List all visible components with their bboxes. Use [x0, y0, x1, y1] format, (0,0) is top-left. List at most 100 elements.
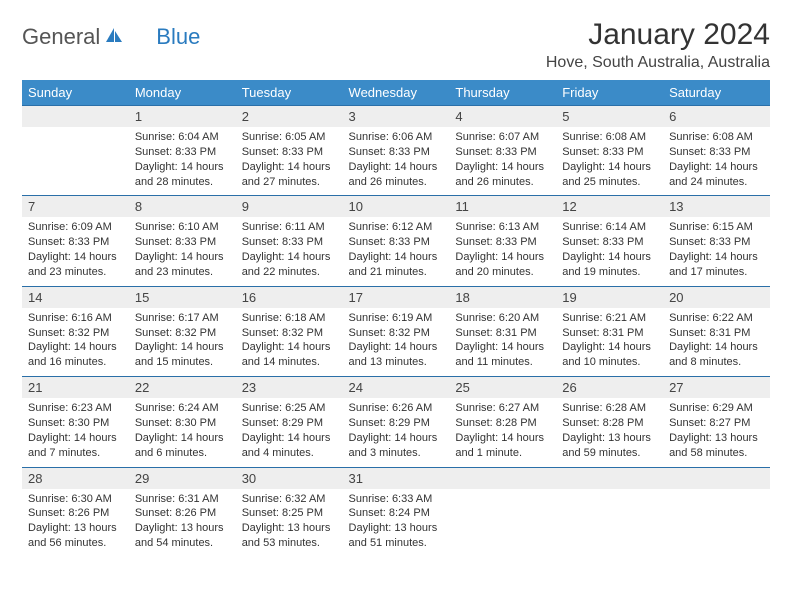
- day-number-cell: 16: [236, 286, 343, 308]
- day-details: Sunrise: 6:23 AMSunset: 8:30 PMDaylight:…: [22, 398, 129, 466]
- day-content-cell: Sunrise: 6:17 AMSunset: 8:32 PMDaylight:…: [129, 308, 236, 377]
- day-details: Sunrise: 6:25 AMSunset: 8:29 PMDaylight:…: [236, 398, 343, 466]
- day-content-cell: [22, 127, 129, 196]
- day-details: Sunrise: 6:26 AMSunset: 8:29 PMDaylight:…: [343, 398, 450, 466]
- day-details: Sunrise: 6:10 AMSunset: 8:33 PMDaylight:…: [129, 217, 236, 285]
- title-block: January 2024 Hove, South Australia, Aust…: [546, 18, 770, 72]
- day-details: Sunrise: 6:17 AMSunset: 8:32 PMDaylight:…: [129, 308, 236, 376]
- day-number-cell: 24: [343, 377, 450, 399]
- day-number-cell: 5: [556, 106, 663, 128]
- day-details: Sunrise: 6:11 AMSunset: 8:33 PMDaylight:…: [236, 217, 343, 285]
- weekday-header: Tuesday: [236, 80, 343, 106]
- daynum-row: 28293031: [22, 467, 770, 489]
- day-content-cell: Sunrise: 6:25 AMSunset: 8:29 PMDaylight:…: [236, 398, 343, 467]
- daynum-row: 78910111213: [22, 196, 770, 218]
- content-row: Sunrise: 6:09 AMSunset: 8:33 PMDaylight:…: [22, 217, 770, 286]
- day-details: Sunrise: 6:20 AMSunset: 8:31 PMDaylight:…: [449, 308, 556, 376]
- day-number-cell: 2: [236, 106, 343, 128]
- day-number-cell: 3: [343, 106, 450, 128]
- day-number-cell: [663, 467, 770, 489]
- day-number-cell: 14: [22, 286, 129, 308]
- day-content-cell: Sunrise: 6:22 AMSunset: 8:31 PMDaylight:…: [663, 308, 770, 377]
- day-content-cell: Sunrise: 6:11 AMSunset: 8:33 PMDaylight:…: [236, 217, 343, 286]
- daynum-row: 14151617181920: [22, 286, 770, 308]
- day-content-cell: Sunrise: 6:07 AMSunset: 8:33 PMDaylight:…: [449, 127, 556, 196]
- day-number-cell: 4: [449, 106, 556, 128]
- day-number-cell: 17: [343, 286, 450, 308]
- day-content-cell: Sunrise: 6:12 AMSunset: 8:33 PMDaylight:…: [343, 217, 450, 286]
- day-content-cell: [449, 489, 556, 557]
- brand-name-2: Blue: [156, 24, 200, 50]
- content-row: Sunrise: 6:04 AMSunset: 8:33 PMDaylight:…: [22, 127, 770, 196]
- day-content-cell: Sunrise: 6:04 AMSunset: 8:33 PMDaylight:…: [129, 127, 236, 196]
- day-details: Sunrise: 6:33 AMSunset: 8:24 PMDaylight:…: [343, 489, 450, 557]
- day-content-cell: Sunrise: 6:23 AMSunset: 8:30 PMDaylight:…: [22, 398, 129, 467]
- day-content-cell: Sunrise: 6:27 AMSunset: 8:28 PMDaylight:…: [449, 398, 556, 467]
- brand-logo: General Blue: [22, 18, 200, 50]
- day-details: Sunrise: 6:05 AMSunset: 8:33 PMDaylight:…: [236, 127, 343, 195]
- content-row: Sunrise: 6:16 AMSunset: 8:32 PMDaylight:…: [22, 308, 770, 377]
- day-number-cell: 25: [449, 377, 556, 399]
- weekday-header: Wednesday: [343, 80, 450, 106]
- content-row: Sunrise: 6:23 AMSunset: 8:30 PMDaylight:…: [22, 398, 770, 467]
- day-number-cell: [22, 106, 129, 128]
- day-number-cell: 15: [129, 286, 236, 308]
- day-content-cell: Sunrise: 6:05 AMSunset: 8:33 PMDaylight:…: [236, 127, 343, 196]
- day-details: Sunrise: 6:04 AMSunset: 8:33 PMDaylight:…: [129, 127, 236, 195]
- calendar-body: 123456Sunrise: 6:04 AMSunset: 8:33 PMDay…: [22, 106, 770, 557]
- day-number-cell: 13: [663, 196, 770, 218]
- content-row: Sunrise: 6:30 AMSunset: 8:26 PMDaylight:…: [22, 489, 770, 557]
- day-details: Sunrise: 6:08 AMSunset: 8:33 PMDaylight:…: [663, 127, 770, 195]
- day-number-cell: 7: [22, 196, 129, 218]
- day-number-cell: 18: [449, 286, 556, 308]
- weekday-header: Thursday: [449, 80, 556, 106]
- day-details: Sunrise: 6:22 AMSunset: 8:31 PMDaylight:…: [663, 308, 770, 376]
- day-details: Sunrise: 6:28 AMSunset: 8:28 PMDaylight:…: [556, 398, 663, 466]
- day-details: Sunrise: 6:31 AMSunset: 8:26 PMDaylight:…: [129, 489, 236, 557]
- day-content-cell: Sunrise: 6:06 AMSunset: 8:33 PMDaylight:…: [343, 127, 450, 196]
- daynum-row: 123456: [22, 106, 770, 128]
- day-number-cell: 12: [556, 196, 663, 218]
- day-content-cell: Sunrise: 6:08 AMSunset: 8:33 PMDaylight:…: [663, 127, 770, 196]
- day-number-cell: 31: [343, 467, 450, 489]
- sail-icon: [104, 26, 124, 49]
- day-content-cell: Sunrise: 6:15 AMSunset: 8:33 PMDaylight:…: [663, 217, 770, 286]
- day-details: Sunrise: 6:14 AMSunset: 8:33 PMDaylight:…: [556, 217, 663, 285]
- day-number-cell: 1: [129, 106, 236, 128]
- day-number-cell: [449, 467, 556, 489]
- day-details: Sunrise: 6:12 AMSunset: 8:33 PMDaylight:…: [343, 217, 450, 285]
- day-content-cell: Sunrise: 6:32 AMSunset: 8:25 PMDaylight:…: [236, 489, 343, 557]
- day-details: Sunrise: 6:09 AMSunset: 8:33 PMDaylight:…: [22, 217, 129, 285]
- day-content-cell: Sunrise: 6:28 AMSunset: 8:28 PMDaylight:…: [556, 398, 663, 467]
- day-details: Sunrise: 6:30 AMSunset: 8:26 PMDaylight:…: [22, 489, 129, 557]
- day-details: Sunrise: 6:08 AMSunset: 8:33 PMDaylight:…: [556, 127, 663, 195]
- day-details: Sunrise: 6:16 AMSunset: 8:32 PMDaylight:…: [22, 308, 129, 376]
- day-number-cell: 22: [129, 377, 236, 399]
- calendar-table: SundayMondayTuesdayWednesdayThursdayFrid…: [22, 80, 770, 557]
- day-content-cell: Sunrise: 6:19 AMSunset: 8:32 PMDaylight:…: [343, 308, 450, 377]
- weekday-header: Saturday: [663, 80, 770, 106]
- day-number-cell: 6: [663, 106, 770, 128]
- day-content-cell: Sunrise: 6:10 AMSunset: 8:33 PMDaylight:…: [129, 217, 236, 286]
- day-content-cell: Sunrise: 6:29 AMSunset: 8:27 PMDaylight:…: [663, 398, 770, 467]
- day-number-cell: 23: [236, 377, 343, 399]
- day-details: Sunrise: 6:06 AMSunset: 8:33 PMDaylight:…: [343, 127, 450, 195]
- day-number-cell: 8: [129, 196, 236, 218]
- day-details: Sunrise: 6:07 AMSunset: 8:33 PMDaylight:…: [449, 127, 556, 195]
- page-title: January 2024: [546, 18, 770, 52]
- header: General Blue January 2024 Hove, South Au…: [22, 18, 770, 72]
- location: Hove, South Australia, Australia: [546, 54, 770, 72]
- day-content-cell: Sunrise: 6:31 AMSunset: 8:26 PMDaylight:…: [129, 489, 236, 557]
- day-number-cell: [556, 467, 663, 489]
- day-content-cell: Sunrise: 6:13 AMSunset: 8:33 PMDaylight:…: [449, 217, 556, 286]
- day-number-cell: 28: [22, 467, 129, 489]
- day-content-cell: [663, 489, 770, 557]
- day-content-cell: Sunrise: 6:18 AMSunset: 8:32 PMDaylight:…: [236, 308, 343, 377]
- day-details: Sunrise: 6:32 AMSunset: 8:25 PMDaylight:…: [236, 489, 343, 557]
- weekday-header: Friday: [556, 80, 663, 106]
- day-content-cell: Sunrise: 6:24 AMSunset: 8:30 PMDaylight:…: [129, 398, 236, 467]
- day-content-cell: Sunrise: 6:09 AMSunset: 8:33 PMDaylight:…: [22, 217, 129, 286]
- day-content-cell: Sunrise: 6:16 AMSunset: 8:32 PMDaylight:…: [22, 308, 129, 377]
- day-number-cell: 10: [343, 196, 450, 218]
- brand-name-1: General: [22, 24, 100, 50]
